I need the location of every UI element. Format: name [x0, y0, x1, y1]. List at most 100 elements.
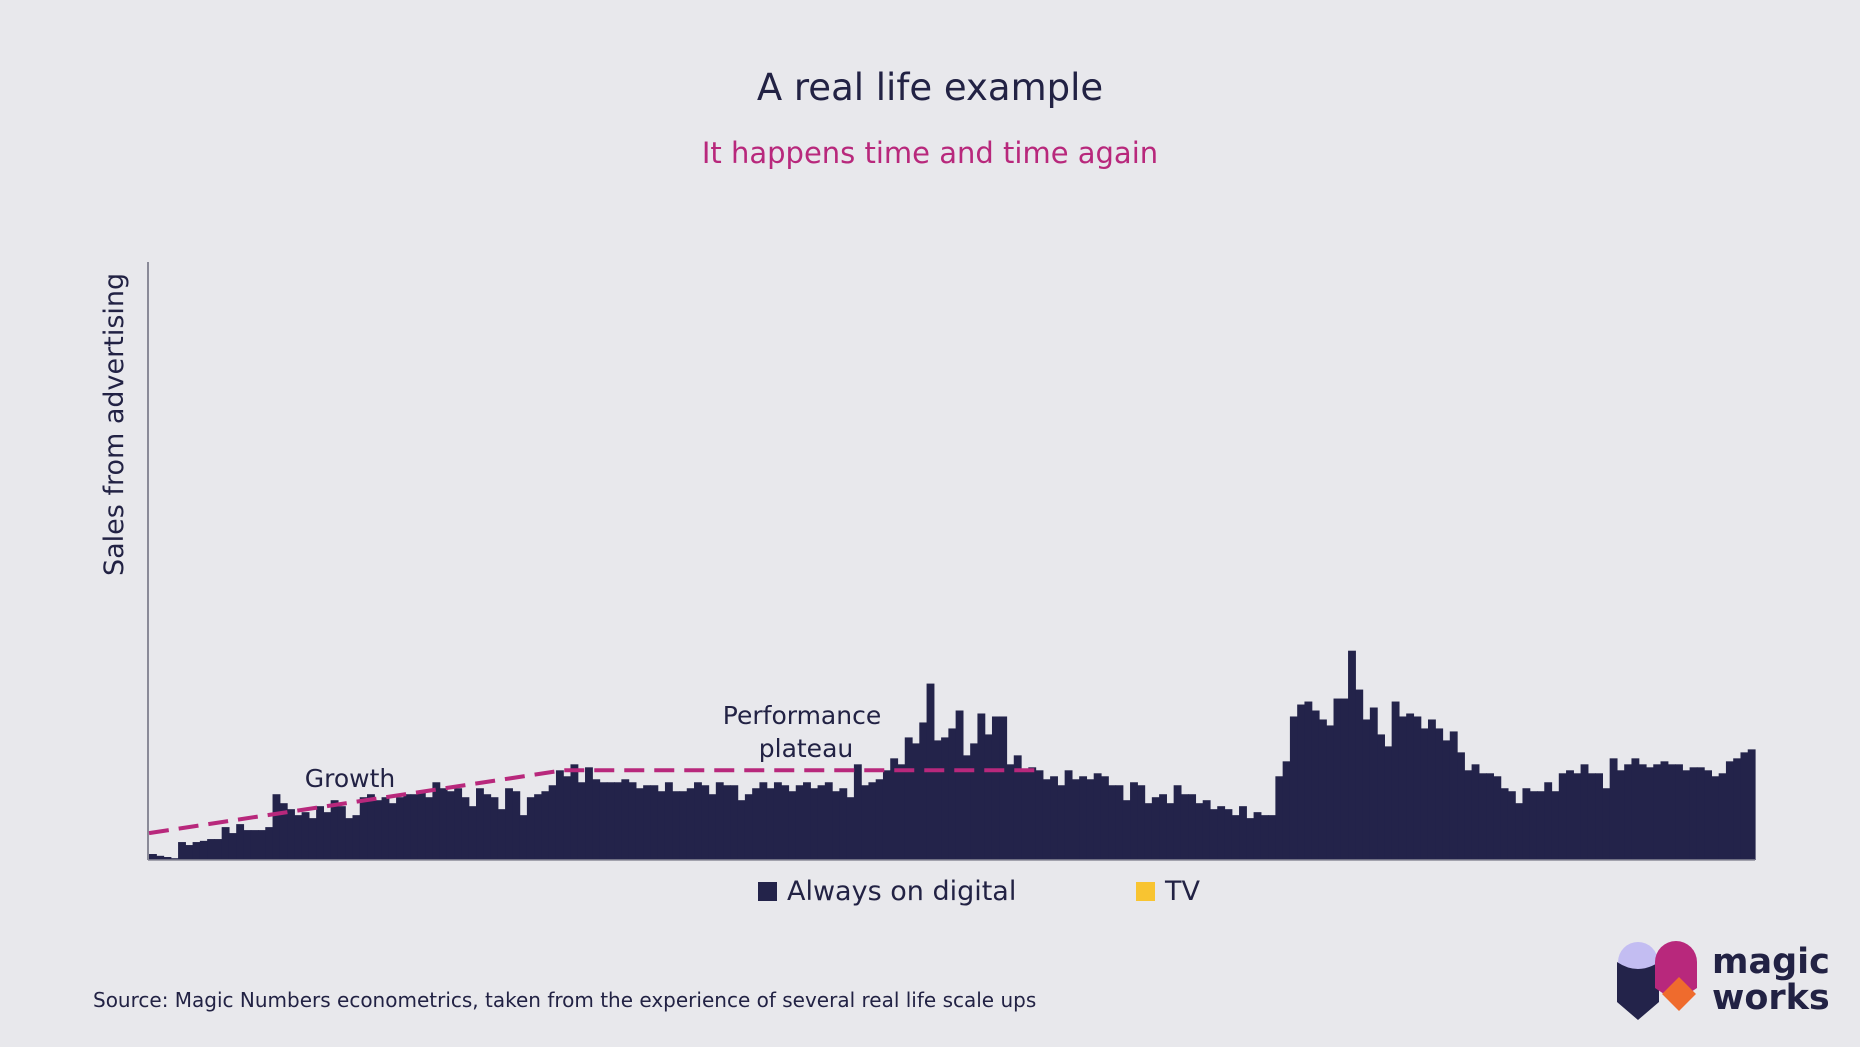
bar-digital-162	[1326, 725, 1335, 860]
bar-digital-184	[1486, 773, 1494, 860]
bar-digital-11	[228, 833, 237, 860]
bar-digital-160	[1311, 710, 1320, 860]
bar-digital-17	[272, 794, 281, 860]
bar-digital-171	[1391, 701, 1400, 860]
bar-digital-110	[948, 728, 957, 860]
bar-digital-49	[505, 788, 513, 860]
bar-digital-64	[614, 782, 622, 860]
bar-digital-10	[221, 827, 230, 860]
plateau-annotation-line2: plateau	[759, 734, 853, 763]
bar-digital-59	[577, 782, 586, 860]
bar-digital-31	[374, 800, 383, 860]
bar-digital-99	[868, 782, 877, 860]
bar-digital-120	[1021, 770, 1029, 860]
bar-digital-140	[1166, 803, 1175, 860]
bar-digital-94	[832, 791, 840, 860]
bar-digital-191	[1536, 791, 1545, 860]
bar-digital-170	[1384, 746, 1393, 860]
bar-digital-175	[1420, 728, 1429, 860]
bar-digital-116	[991, 716, 1000, 860]
bar-digital-208	[1660, 761, 1669, 860]
bar-digital-180	[1457, 752, 1465, 860]
bar-digital-103	[897, 764, 906, 860]
bar-digital-172	[1398, 716, 1407, 860]
bar-digital-215	[1711, 776, 1720, 860]
bar-digital-188	[1515, 803, 1524, 860]
bar-digital-45	[476, 788, 484, 860]
bar-digital-194	[1558, 773, 1567, 860]
bar-digital-204	[1631, 758, 1640, 860]
chart-title: A real life example	[756, 66, 1104, 109]
bar-digital-117	[999, 716, 1008, 860]
bar-digital-53	[534, 794, 543, 860]
bar-digital-84	[759, 782, 768, 860]
bar-digital-74	[686, 788, 695, 860]
plateau-annotation-line1: Performance	[723, 701, 881, 730]
bar-digital-176	[1427, 719, 1436, 860]
bar-digital-62	[599, 782, 608, 860]
bar-digital-88	[788, 791, 797, 860]
bar-digital-164	[1340, 698, 1349, 860]
bar-digital-30	[367, 794, 375, 860]
brand-name: magic works	[1712, 944, 1830, 1016]
bar-digital-158	[1297, 704, 1306, 860]
bar-digital-178	[1442, 740, 1451, 860]
bar-digital-101	[882, 770, 891, 860]
bar-digital-1	[156, 855, 165, 860]
bar-digital-50	[512, 791, 521, 860]
bar-digital-90	[803, 782, 811, 860]
bar-digital-28	[352, 815, 361, 860]
bar-digital-213	[1696, 767, 1705, 860]
bar-digital-139	[1159, 794, 1167, 860]
bar-digital-218	[1733, 758, 1742, 860]
bar-digital-96	[846, 797, 855, 860]
bar-digital-27	[345, 818, 354, 860]
bar-digital-95	[839, 788, 848, 860]
bar-digital-205	[1638, 764, 1647, 860]
bar-digital-159	[1304, 701, 1313, 860]
bar-digital-92	[817, 785, 826, 860]
bar-digital-155	[1275, 776, 1284, 860]
bar-digital-149	[1231, 815, 1240, 860]
bar-digital-5	[185, 845, 194, 860]
bar-digital-113	[970, 743, 979, 860]
bar-digital-4	[178, 842, 186, 860]
bar-digital-63	[606, 782, 615, 860]
bar-digital-24	[323, 812, 332, 860]
bar-digital-179	[1449, 731, 1458, 860]
bar-digital-187	[1507, 791, 1516, 860]
bar-digital-200	[1602, 788, 1611, 860]
bar-digital-56	[555, 770, 564, 860]
bar-digital-3	[170, 858, 179, 860]
bar-digital-18	[279, 803, 288, 860]
bar-digital-26	[337, 806, 346, 860]
magic-works-logo-icon	[1617, 941, 1697, 1020]
bar-digital-65	[621, 779, 630, 860]
bar-digital-22	[308, 818, 317, 860]
legend-item-digital: Always on digital	[758, 876, 1016, 907]
bar-digital-102	[890, 758, 899, 860]
bar-digital-183	[1478, 773, 1487, 860]
bar-digital-203	[1624, 764, 1633, 860]
bar-digital-9	[214, 839, 223, 860]
bar-digital-69	[650, 785, 659, 860]
bar-digital-193	[1551, 791, 1560, 860]
legend-item-tv: TV	[1136, 876, 1200, 907]
bar-digital-199	[1595, 773, 1603, 860]
bar-digital-79	[723, 785, 731, 860]
bar-digital-121	[1028, 767, 1037, 860]
bar-digital-105	[912, 743, 920, 860]
bar-digital-174	[1413, 716, 1422, 860]
bar-digital-58	[570, 764, 579, 860]
bar-digital-127	[1071, 779, 1080, 860]
bar-digital-16	[265, 827, 274, 860]
bar-digital-52	[526, 797, 535, 860]
bar-digital-154	[1268, 815, 1276, 860]
bar-digital-124	[1050, 776, 1058, 860]
bar-digital-144	[1195, 803, 1204, 860]
bar-digital-83	[752, 788, 761, 860]
bar-digital-214	[1704, 770, 1712, 860]
bar-digital-73	[679, 791, 688, 860]
bar-digital-136	[1137, 785, 1146, 860]
bar-digital-185	[1493, 776, 1502, 860]
